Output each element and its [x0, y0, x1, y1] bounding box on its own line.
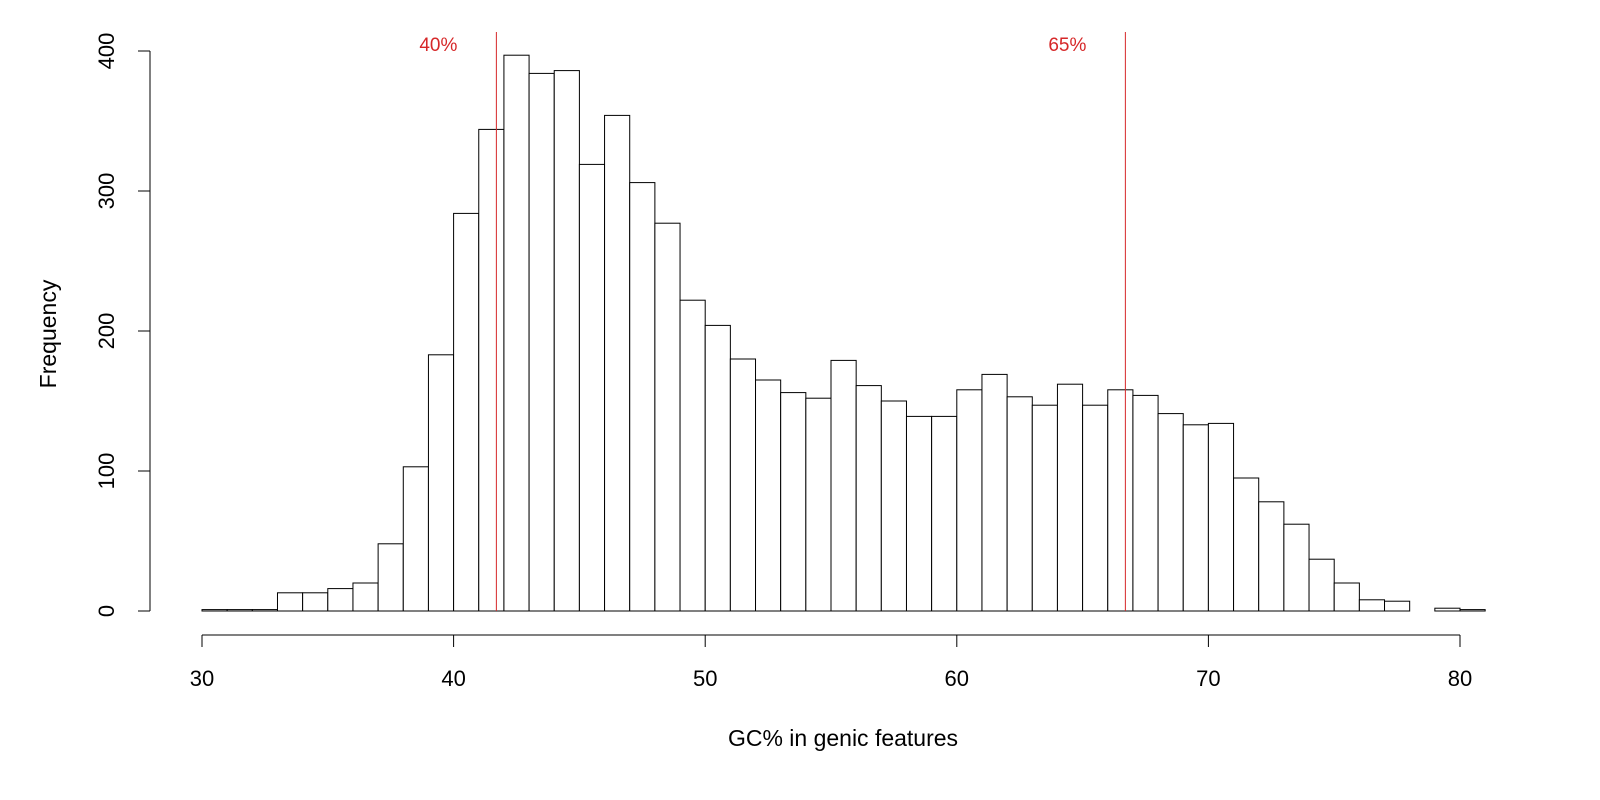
histogram-bar: [1056, 383, 1084, 612]
histogram-bar: [805, 397, 832, 612]
x-tick-label: 50: [693, 666, 717, 691]
y-tick-label: 400: [94, 33, 119, 70]
histogram-bar: [276, 592, 304, 612]
histogram-bar: [654, 222, 681, 612]
histogram-bar: [1082, 404, 1109, 612]
histogram-bar: [1283, 523, 1310, 612]
histogram-bar: [780, 392, 807, 612]
histogram-bar: [629, 182, 656, 612]
histogram-bar: [578, 163, 606, 612]
histogram-bar: [1258, 501, 1285, 612]
x-axis: 30 40 50 60 70 80: [190, 634, 1472, 691]
histogram-bar: [453, 212, 480, 612]
histogram-bar: [704, 324, 731, 612]
histogram-bar: [729, 358, 757, 612]
histogram-bar: [880, 400, 907, 612]
histogram-bar: [1358, 599, 1386, 612]
y-tick-label: 200: [94, 313, 119, 350]
histogram-bar: [905, 415, 933, 612]
histogram-bar: [1333, 582, 1360, 612]
histogram-bar: [427, 354, 455, 612]
histogram-bar: [226, 609, 253, 612]
histogram-bar: [1308, 558, 1335, 612]
histogram-bar: [1132, 394, 1159, 612]
histogram-bar: [201, 609, 228, 612]
histogram-bar: [1006, 396, 1033, 612]
reference-lines: 40% 65%: [419, 32, 1126, 611]
histogram-bar: [855, 385, 882, 612]
histogram-bar: [478, 128, 505, 612]
y-tick-label: 300: [94, 173, 119, 210]
y-axis-title: Frequency: [35, 279, 61, 388]
histogram-bar: [1107, 389, 1134, 612]
reference-line-label: 40%: [419, 35, 457, 56]
histogram-bar: [352, 582, 379, 612]
histogram-bar: [327, 588, 354, 612]
histogram-bars: [201, 54, 1486, 612]
histogram-bar: [1207, 422, 1235, 612]
x-tick-label: 40: [441, 666, 465, 691]
histogram-bar: [302, 592, 329, 612]
histogram-bar: [981, 373, 1008, 612]
histogram-bar: [931, 415, 958, 612]
y-tick-label: 100: [94, 453, 119, 490]
histogram-bar: [1459, 609, 1486, 612]
histogram-bar: [830, 359, 857, 612]
histogram-bar: [679, 299, 706, 612]
histogram-bar: [1384, 600, 1411, 612]
histogram-bar: [1434, 607, 1461, 612]
histogram-bar: [1182, 424, 1209, 612]
histogram-bar: [553, 70, 580, 612]
histogram-bar: [528, 72, 555, 612]
y-tick-label: 0: [94, 605, 119, 617]
x-tick-label: 70: [1196, 666, 1220, 691]
reference-line-label: 65%: [1048, 35, 1086, 56]
histogram-bar: [402, 466, 429, 612]
x-tick-label: 30: [190, 666, 214, 691]
histogram-bar: [956, 389, 983, 612]
x-tick-label: 60: [945, 666, 969, 691]
histogram-bar: [377, 543, 404, 612]
y-axis: 0 100 200 300 400: [94, 33, 151, 617]
histogram-bar: [251, 609, 278, 612]
histogram-bar: [604, 114, 631, 612]
histogram-bar: [503, 54, 530, 612]
histogram-bar: [755, 379, 782, 612]
x-tick-label: 80: [1448, 666, 1472, 691]
histogram-bar: [1233, 477, 1260, 612]
histogram-bar: [1031, 404, 1058, 612]
histogram-bar: [1157, 413, 1184, 612]
x-axis-title: GC% in genic features: [728, 725, 958, 751]
